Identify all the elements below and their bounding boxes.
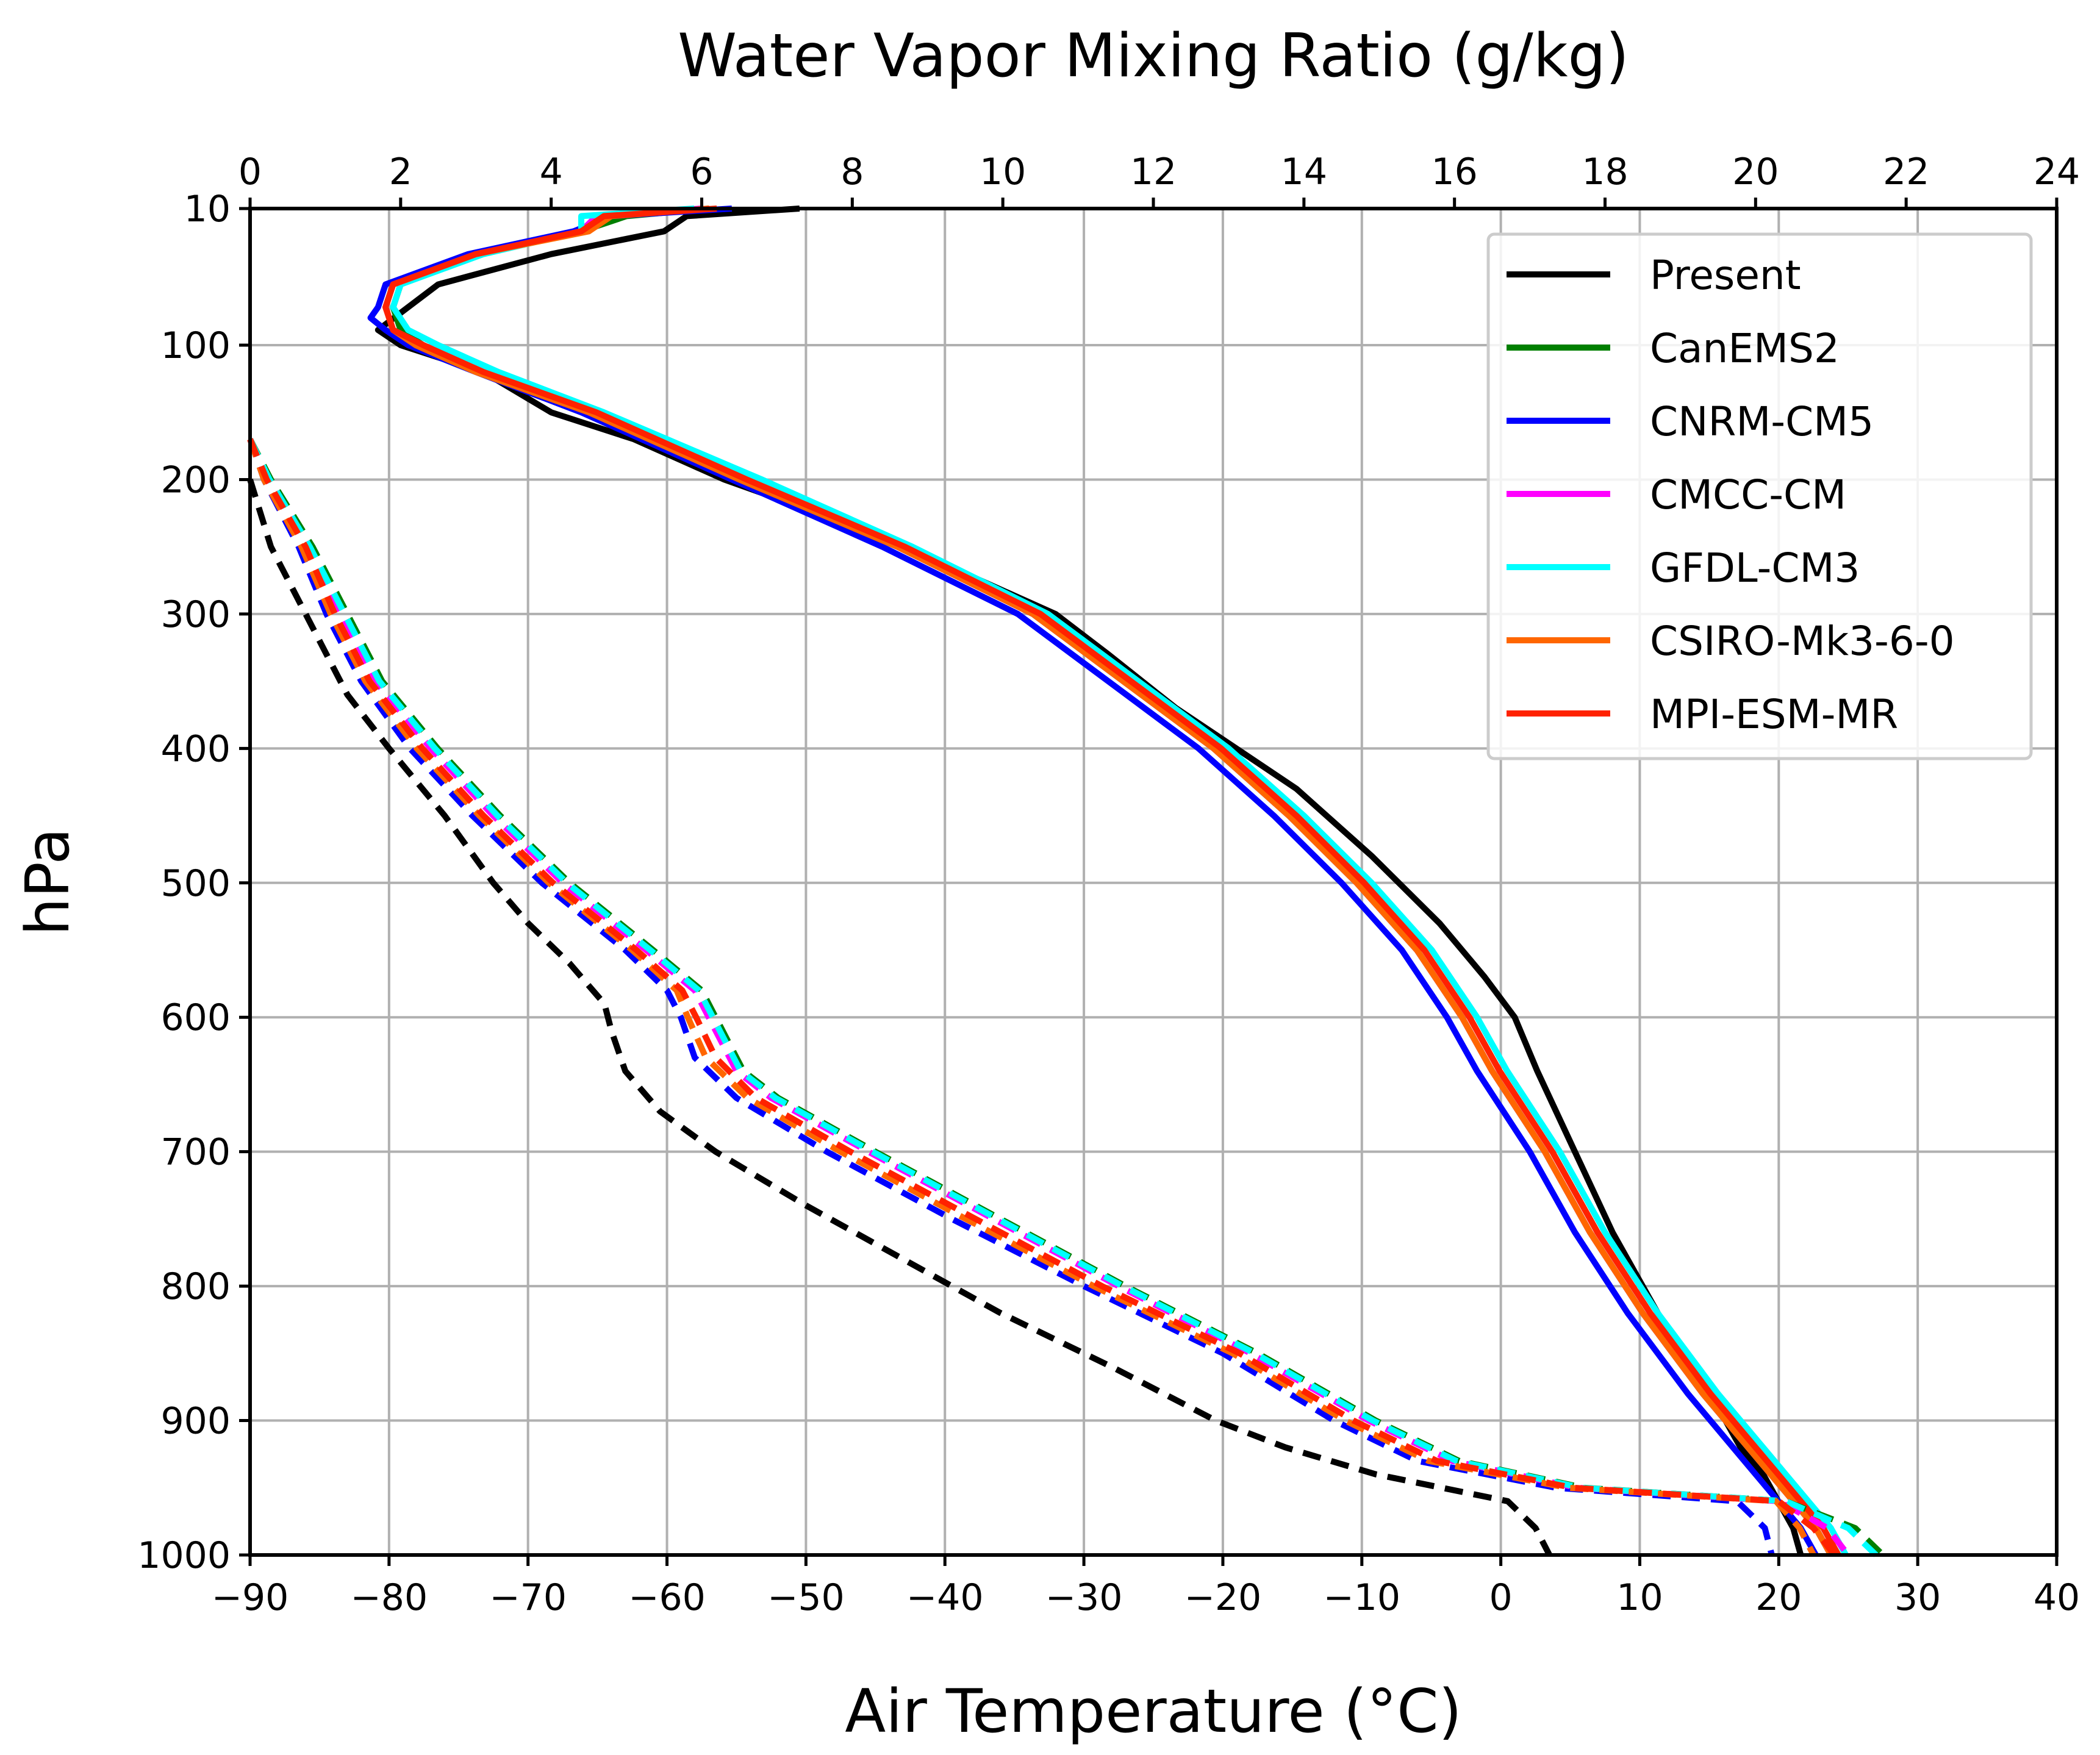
legend-label-mpi-esm-mr: MPI-ESM-MR	[1650, 691, 1898, 738]
top-tick-label: 2	[389, 151, 412, 193]
top-tick-label: 6	[690, 151, 713, 193]
bottom-tick-label: −30	[1045, 1576, 1123, 1619]
series-mpi-esm-mr-mixing-ratio	[382, 206, 1841, 1557]
top-tick-label: 10	[980, 151, 1026, 193]
top-axis-title: Water Vapor Mixing Ratio (g/kg)	[678, 21, 1629, 91]
bottom-tick-label: −90	[212, 1576, 289, 1619]
y-tick-label: 400	[160, 727, 231, 770]
y-tick-label: 100	[160, 324, 231, 367]
y-tick-label: 700	[160, 1131, 231, 1174]
legend-label-gfdl-cm3: GFDL-CM3	[1650, 545, 1860, 592]
y-tick-label: 200	[160, 459, 231, 501]
y-tick-label: 10	[184, 188, 231, 231]
bottom-tick-label: 0	[1489, 1576, 1513, 1619]
bottom-tick-label: −80	[351, 1576, 428, 1619]
bottom-tick-label: 30	[1894, 1576, 1941, 1619]
series-csiro-mk3-6-0-temperature	[247, 438, 1816, 1557]
top-tick-label: 8	[840, 151, 864, 193]
bottom-tick-label: −70	[489, 1576, 567, 1619]
top-tick-label: 18	[1582, 151, 1628, 193]
top-tick-label: 14	[1281, 151, 1327, 193]
top-tick-label: 20	[1732, 151, 1779, 193]
series-present-temperature	[247, 478, 1552, 1557]
y-tick-label: 1000	[137, 1534, 231, 1577]
y-tick-label: 900	[160, 1400, 231, 1443]
bottom-tick-label: 10	[1616, 1576, 1663, 1619]
legend-label-csiro-mk3-6-0: CSIRO-Mk3-6-0	[1650, 618, 1955, 665]
top-tick-label: 16	[1431, 151, 1477, 193]
y-tick-label: 800	[160, 1265, 231, 1308]
y-tick-label: 600	[160, 996, 231, 1039]
top-tick-label: 4	[540, 151, 563, 193]
series-gfdl-cm3-temperature	[247, 438, 1879, 1557]
ticks: −90 −80 −70 −60 −50 −40 −30 −20 −10 0 10 20 30 400 2 4 6…	[137, 151, 2080, 1619]
y-axis-title: hPa	[13, 828, 83, 936]
bottom-tick-label: −60	[628, 1576, 706, 1619]
legend-label-cnrm-cm5: CNRM-CM5	[1650, 398, 1874, 445]
series-layer	[247, 206, 1885, 1557]
top-tick-label: 12	[1130, 151, 1177, 193]
legend-label-present: Present	[1650, 252, 1801, 299]
y-tick-label: 500	[160, 862, 231, 905]
top-tick-label: 0	[238, 151, 262, 193]
bottom-tick-label: −10	[1323, 1576, 1400, 1619]
top-tick-label: 24	[2034, 151, 2080, 193]
legend-box	[1486, 232, 2033, 760]
series-gfdl-cm3-mixing-ratio	[390, 206, 1849, 1557]
legend-label-canems2: CanEMS2	[1650, 325, 1840, 372]
bottom-tick-label: 40	[2034, 1576, 2080, 1619]
top-tick-label: 22	[1883, 151, 1929, 193]
bottom-tick-label: 20	[1755, 1576, 1802, 1619]
bottom-tick-label: −40	[906, 1576, 984, 1619]
y-tick-label: 300	[160, 593, 231, 636]
series-cmcc-cm-temperature	[247, 438, 1851, 1557]
series-cnrm-cm5-mixing-ratio	[367, 206, 1819, 1557]
legend-label-cmcc-cm: CMCC-CM	[1650, 471, 1846, 518]
bottom-axis-title: Air Temperature (°C)	[845, 1677, 1462, 1746]
legend: Present CanEMS2 CNRM-CM5 CMCC-CM GFDL-CM3 CSI…	[1486, 232, 2033, 760]
bottom-tick-label: −50	[767, 1576, 845, 1619]
bottom-tick-label: −20	[1184, 1576, 1262, 1619]
series-mpi-esm-mr-temperature	[247, 438, 1837, 1557]
